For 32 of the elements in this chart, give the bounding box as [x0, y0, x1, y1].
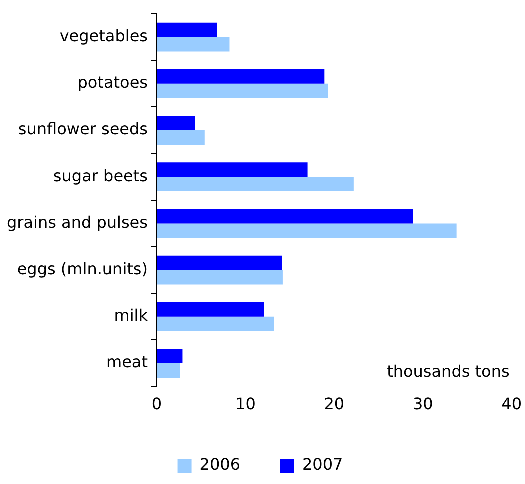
bar: [156, 22, 218, 38]
x-tick-label: 10: [236, 394, 256, 414]
x-tick-label: 20: [324, 394, 345, 414]
bar: [156, 177, 354, 192]
bar: [156, 364, 180, 378]
bar: [156, 256, 282, 270]
bar: [156, 162, 308, 178]
y-tick-label: sugar beets: [53, 166, 148, 186]
y-tick-label: grains and pulses: [6, 212, 148, 232]
bar: [156, 69, 325, 84]
bar: [156, 316, 274, 332]
y-tick-label: eggs (mln.units): [17, 259, 148, 278]
bar: [156, 302, 264, 317]
bar: [156, 116, 196, 130]
bar: [156, 209, 414, 224]
legend-label: 2006: [200, 455, 240, 474]
legend-label: 2007: [302, 455, 344, 474]
bar: [156, 130, 205, 145]
x-tick-label: 30: [412, 394, 434, 414]
y-tick-label: meat: [106, 352, 148, 372]
bar: [156, 349, 183, 364]
y-tick-label: milk: [114, 306, 149, 326]
x-tick-label: 0: [152, 394, 162, 414]
annotation: thousands tons: [387, 362, 510, 381]
y-tick-label: sunflower seeds: [18, 120, 148, 139]
y-tick-label: potatoes: [78, 73, 148, 92]
bar: [156, 270, 283, 285]
y-tick-label: vegetables: [60, 26, 148, 46]
bar: [156, 84, 328, 98]
x-tick-label: 40: [502, 394, 522, 414]
bar: [156, 37, 230, 52]
bar: [156, 224, 457, 238]
